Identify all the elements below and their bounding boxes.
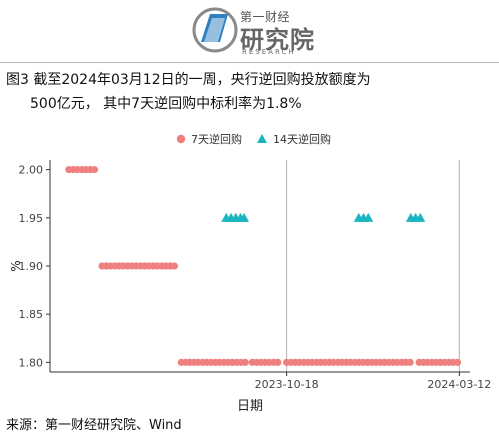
logo-text-main: 第一财经: [240, 10, 291, 24]
legend-marker-14d: [257, 134, 267, 143]
y-tick-label-1: 1.95: [19, 212, 44, 225]
y-tick-label-4: 1.80: [19, 356, 44, 369]
source-note: 来源：第一财经研究院、Wind: [6, 418, 182, 433]
y-tick-label-0: 2.00: [19, 164, 44, 177]
logo-text-en: RESEARCH: [242, 48, 296, 56]
logo-emblem-icon: [192, 7, 238, 53]
logo-text-sub: 研究院: [240, 26, 315, 54]
point-7d-47: [274, 358, 282, 366]
legend-marker-7d: [176, 134, 186, 144]
report-header: 第一财经 研究院 RESEARCH: [0, 0, 499, 62]
header-divider: [0, 62, 499, 63]
research-logo: 第一财经 研究院 RESEARCH: [192, 2, 322, 60]
x-axis-title: 日期: [237, 399, 263, 414]
legend-label-7d: 7天逆回购: [191, 132, 242, 146]
y-tick-label-2: 1.90: [19, 260, 44, 273]
point-14d-7: [363, 212, 374, 222]
point-7d-77: [406, 358, 414, 366]
point-7d-24: [170, 262, 179, 270]
point-7d-87: [453, 358, 462, 366]
legend-label-14d: 14天逆回购: [273, 132, 331, 146]
point-7d-40: [241, 358, 249, 366]
caption-line-2: 500亿元， 其中7天逆回购中标利率为1.8%: [30, 96, 302, 112]
point-14d-10: [415, 212, 426, 222]
point-14d-4: [239, 212, 250, 222]
point-7d-6: [90, 166, 99, 174]
y-axis-title: %: [9, 260, 23, 271]
caption-line-1: 图3 截至2024年03月12日的一周，央行逆回购投放额度为: [6, 72, 371, 88]
y-tick-label-3: 1.85: [19, 308, 44, 321]
x-tick-label-0: 2023-10-18: [255, 378, 319, 391]
x-tick-label-1: 2024-03-12: [427, 378, 491, 391]
figure-caption: 图3 截至2024年03月12日的一周，央行逆回购投放额度为 500亿元， 其中…: [6, 68, 371, 116]
